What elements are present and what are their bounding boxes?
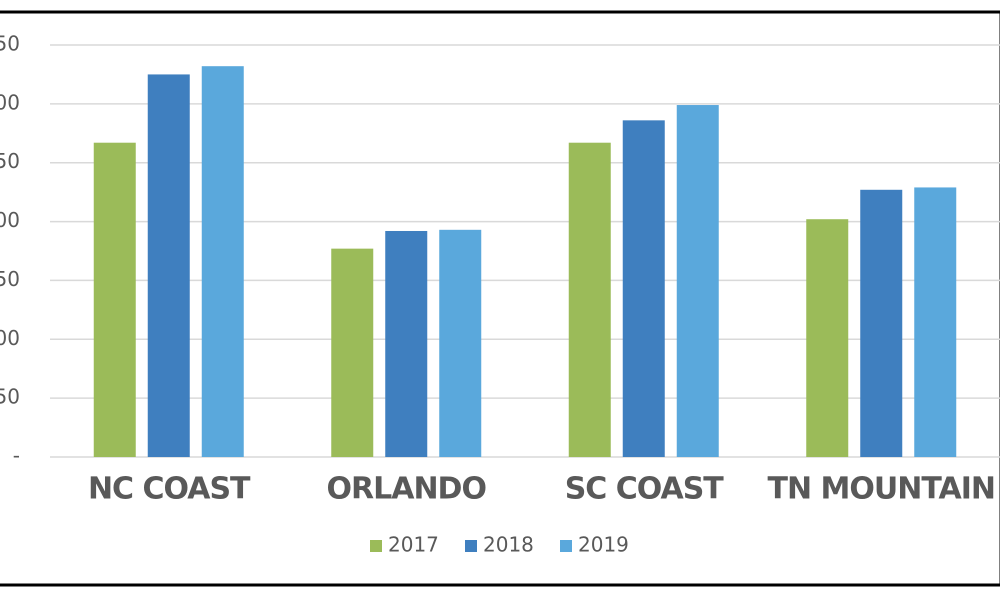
x-tick-label: SC COAST — [565, 472, 725, 507]
x-tick-label: ORLANDO — [327, 472, 486, 507]
legend-label: 2017 — [388, 533, 439, 557]
bar — [860, 189, 903, 457]
y-tick-label: 50 — [0, 32, 20, 56]
x-tick-label: TN MOUNTAIN — [768, 472, 995, 507]
frame — [0, 10, 1000, 587]
y-tick-label: - — [13, 444, 20, 468]
y-tick-label: 50 — [0, 267, 20, 291]
bar — [806, 219, 849, 457]
y-tick-label: 00 — [0, 326, 20, 350]
bar — [622, 120, 665, 457]
legend-label: 2019 — [578, 533, 629, 557]
bar — [93, 142, 136, 457]
bar — [568, 142, 611, 457]
bar — [914, 187, 957, 458]
bar — [439, 229, 482, 457]
y-tick-label: 50 — [0, 385, 20, 409]
bar — [676, 105, 719, 457]
y-tick-label: 50 — [0, 149, 20, 173]
y-tick-label: 00 — [0, 208, 20, 232]
legend-swatch — [370, 540, 382, 552]
y-tick-label: 00 — [0, 90, 20, 114]
bar — [331, 248, 374, 457]
bar — [147, 74, 190, 457]
bar — [201, 66, 244, 457]
x-tick-label: NC COAST — [88, 472, 251, 507]
legend-swatch — [465, 540, 477, 552]
bar — [385, 230, 428, 457]
legend-swatch — [560, 540, 572, 552]
legend-label: 2018 — [483, 533, 534, 557]
